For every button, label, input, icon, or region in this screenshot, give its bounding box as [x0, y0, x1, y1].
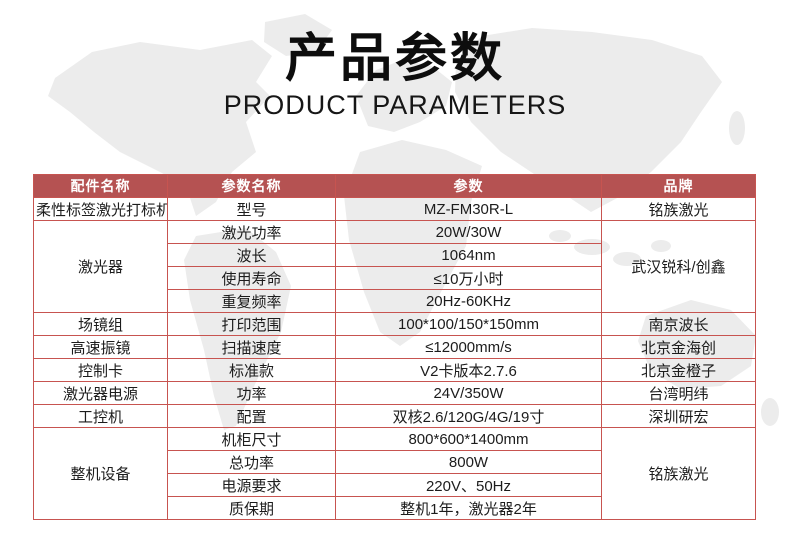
- table-row: 重复频率 20Hz-60KHz: [34, 289, 756, 313]
- table-row: 激光器 激光功率 20W/30W 武汉锐科/创鑫: [33, 220, 756, 313]
- cell-param-value: MZ-FM30R-L: [335, 197, 602, 221]
- table-row: 场镜组 打印范围 100*100/150*150mm 南京波长: [33, 312, 756, 336]
- cell-component: 高速振镜: [33, 335, 168, 359]
- page-title: 产品参数: [284, 30, 505, 88]
- cell-brand: 北京金橙子: [601, 358, 756, 382]
- product-parameters-table: 配件名称 参数名称 参数 品牌 柔性标签激光打标机 型号 MZ-FM30R-L …: [33, 174, 756, 520]
- table-header-row: 配件名称 参数名称 参数 品牌: [33, 174, 756, 198]
- cell-component: 工控机: [33, 404, 168, 428]
- cell-brand: 武汉锐科/创鑫: [601, 220, 756, 313]
- cell-brand: 南京波长: [601, 312, 756, 336]
- cell-param-value: V2卡版本2.7.6: [335, 358, 602, 382]
- cell-param-value: 20W/30W: [335, 220, 602, 244]
- cell-param-value: 双核2.6/120G/4G/19寸: [335, 404, 602, 428]
- col-header-param-value: 参数: [335, 174, 602, 198]
- table-row: 总功率 800W: [34, 450, 756, 474]
- cell-brand: 台湾明纬: [601, 381, 756, 405]
- cell-component: 控制卡: [33, 358, 168, 382]
- cell-param-name: 质保期: [167, 496, 336, 520]
- table-row: 控制卡 标准款 V2卡版本2.7.6 北京金橙子: [33, 358, 756, 382]
- cell-param-value: 24V/350W: [335, 381, 602, 405]
- page-subtitle: PRODUCT PARAMETERS: [223, 90, 567, 120]
- cell-param-name: 电源要求: [167, 473, 336, 497]
- cell-brand: 铭族激光: [601, 197, 756, 221]
- cell-param-value: 1064nm: [335, 243, 602, 267]
- cell-param-name: 激光功率: [167, 220, 336, 244]
- cell-component: 整机设备: [33, 427, 168, 520]
- table-row: 质保期 整机1年，激光器2年: [34, 496, 756, 520]
- cell-param-name: 型号: [167, 197, 336, 221]
- cell-param-name: 配置: [167, 404, 336, 428]
- cell-brand: 铭族激光: [601, 427, 756, 520]
- table-row: 高速振镜 扫描速度 ≤12000mm/s 北京金海创: [33, 335, 756, 359]
- table-row: 柔性标签激光打标机 型号 MZ-FM30R-L 铭族激光: [33, 197, 756, 221]
- table-row: 波长 1064nm: [34, 243, 756, 267]
- cell-param-value: ≤10万小时: [335, 266, 602, 290]
- cell-component: 场镜组: [33, 312, 168, 336]
- cell-param-name: 重复频率: [167, 289, 336, 313]
- table-row: 工控机 配置 双核2.6/120G/4G/19寸 深圳研宏: [33, 404, 756, 428]
- cell-param-name: 机柜尺寸: [167, 427, 336, 451]
- cell-param-name: 扫描速度: [167, 335, 336, 359]
- cell-param-value: 100*100/150*150mm: [335, 312, 602, 336]
- col-header-brand: 品牌: [601, 174, 756, 198]
- cell-param-value: 整机1年，激光器2年: [335, 496, 602, 520]
- cell-param-name: 总功率: [167, 450, 336, 474]
- cell-param-value: 220V、50Hz: [335, 473, 602, 497]
- table-row: 使用寿命 ≤10万小时: [34, 266, 756, 290]
- col-header-param-name: 参数名称: [167, 174, 336, 198]
- cell-param-name: 功率: [167, 381, 336, 405]
- cell-param-name: 使用寿命: [167, 266, 336, 290]
- cell-component: 柔性标签激光打标机: [33, 197, 168, 221]
- cell-param-name: 波长: [167, 243, 336, 267]
- cell-brand: 北京金海创: [601, 335, 756, 359]
- cell-param-value: 20Hz-60KHz: [335, 289, 602, 313]
- cell-param-name: 标准款: [167, 358, 336, 382]
- col-header-component: 配件名称: [33, 174, 168, 198]
- table-row: 电源要求 220V、50Hz: [34, 473, 756, 497]
- table-row: 激光器电源 功率 24V/350W 台湾明纬: [33, 381, 756, 405]
- cell-param-value: ≤12000mm/s: [335, 335, 602, 359]
- cell-component: 激光器: [33, 220, 168, 313]
- cell-brand: 深圳研宏: [601, 404, 756, 428]
- cell-param-name: 打印范围: [167, 312, 336, 336]
- cell-param-value: 800W: [335, 450, 602, 474]
- table-row: 整机设备 机柜尺寸 800*600*1400mm 铭族激光: [33, 427, 756, 520]
- cell-param-value: 800*600*1400mm: [335, 427, 602, 451]
- cell-component: 激光器电源: [33, 381, 168, 405]
